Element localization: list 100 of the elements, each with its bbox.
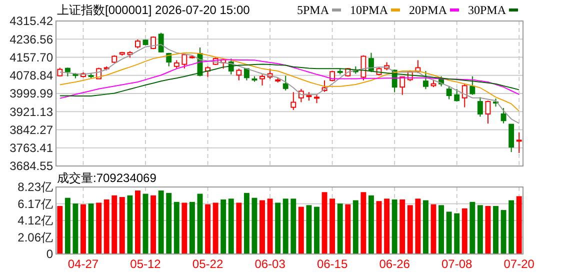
x-tick-label: 05-22	[192, 257, 224, 271]
bar	[290, 198, 296, 254]
bar	[462, 208, 468, 254]
bar	[470, 202, 476, 254]
bar	[166, 192, 172, 254]
y-tick-label: 3999.99	[10, 86, 54, 101]
bar	[135, 190, 140, 254]
bar	[174, 202, 180, 254]
bar	[212, 202, 218, 254]
y-tick-label: 4078.84	[10, 68, 54, 83]
bar	[220, 199, 226, 254]
bar	[64, 198, 70, 254]
bar	[368, 195, 374, 254]
bar	[252, 198, 258, 254]
bar	[189, 202, 195, 254]
x-tick-label: 04-27	[68, 257, 99, 271]
chart-title: 成交量:709234069	[57, 171, 157, 185]
y-tick-label: 3763.41	[10, 141, 54, 156]
line-series	[59, 44, 520, 124]
bar	[104, 199, 110, 254]
bar	[88, 204, 94, 254]
y-tick-label: 0	[46, 247, 54, 262]
bar	[392, 199, 398, 254]
bar	[57, 206, 63, 254]
bar	[127, 195, 133, 254]
bar	[244, 192, 250, 254]
legend-label: 5PMA	[296, 3, 330, 17]
bar	[142, 194, 148, 254]
bar	[158, 190, 164, 254]
candlestick	[462, 83, 468, 108]
bar	[493, 206, 498, 254]
y-tick-label: 3921.13	[10, 104, 54, 119]
bar	[446, 212, 452, 254]
bar	[508, 200, 514, 254]
candlestick	[368, 52, 374, 73]
bar	[500, 210, 506, 254]
bar	[119, 197, 125, 254]
candlestick	[500, 107, 506, 124]
candlestick	[290, 92, 296, 111]
y-tick-label: 4315.42	[10, 14, 54, 28]
candlestick	[446, 86, 452, 100]
bar	[352, 200, 358, 254]
y-tick-label: 8.23亿	[18, 180, 53, 194]
y-tick-label: 4236.56	[10, 32, 54, 46]
bar	[298, 206, 304, 254]
bar	[80, 204, 86, 254]
bar	[306, 205, 312, 254]
x-tick-label: 06-15	[316, 257, 348, 271]
candlestick	[182, 53, 188, 69]
candlestick	[236, 68, 242, 81]
bar	[454, 213, 460, 254]
legend-label: 10PMA	[350, 3, 388, 17]
bar	[322, 192, 328, 254]
x-tick-label: 06-26	[379, 257, 410, 271]
candlestick	[485, 100, 491, 124]
bar	[337, 204, 343, 254]
bar	[400, 199, 406, 254]
bar	[407, 205, 413, 254]
y-tick-label: 4.12亿	[18, 214, 53, 228]
bar	[376, 201, 382, 254]
bar	[384, 198, 390, 254]
bar	[430, 204, 436, 254]
candlestick	[282, 75, 288, 92]
candlestick	[454, 88, 460, 102]
y-tick-label: 3842.27	[10, 122, 54, 137]
bar	[267, 198, 273, 254]
y-tick-label: 3684.55	[10, 159, 54, 174]
bar	[228, 198, 234, 254]
bar	[150, 195, 156, 254]
line-series	[59, 52, 520, 112]
bar	[422, 200, 428, 254]
x-tick-label: 05-12	[130, 257, 162, 271]
x-tick-label: 07-20	[504, 257, 535, 271]
bar	[314, 206, 320, 254]
y-tick-label: 6.17亿	[18, 196, 53, 211]
legend-label: 30PMA	[468, 3, 506, 17]
bar	[96, 202, 102, 254]
bar	[415, 198, 421, 254]
candlestick	[477, 96, 483, 118]
candlestick	[422, 70, 428, 90]
bar	[260, 200, 265, 254]
chart-title: 上证指数[000001] 2026-07-20 15:00	[57, 3, 250, 17]
x-tick-label: 06-03	[254, 257, 286, 271]
bar	[485, 206, 491, 254]
candlestick	[244, 67, 250, 81]
bar	[275, 202, 281, 254]
bar	[72, 204, 78, 254]
bar	[182, 202, 188, 254]
bar	[345, 204, 351, 254]
candlestick	[516, 132, 522, 154]
bar	[516, 196, 522, 254]
legend-label: 20PMA	[408, 3, 448, 17]
y-tick-label: 2.06亿	[18, 230, 53, 244]
bar	[197, 194, 203, 254]
bar	[360, 192, 366, 254]
candlestick	[260, 74, 265, 86]
bar	[438, 205, 444, 254]
bar	[236, 202, 242, 254]
bar	[330, 198, 336, 254]
bar	[205, 204, 210, 254]
